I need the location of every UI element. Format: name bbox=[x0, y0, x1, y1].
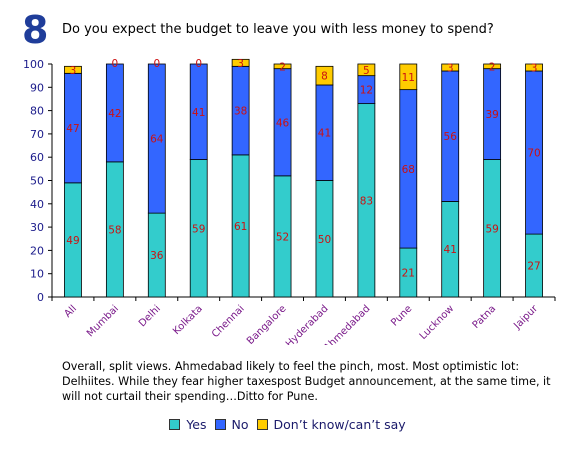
bar-segment-don-t-know-can-t-say bbox=[525, 63, 543, 72]
data-label: 42 bbox=[108, 108, 121, 120]
data-label: 0 bbox=[153, 58, 160, 70]
y-tick-label: 50 bbox=[30, 175, 44, 188]
data-label: 47 bbox=[66, 123, 79, 135]
x-tick-label: Pune bbox=[389, 303, 414, 328]
bar-segment-don-t-know-can-t-say bbox=[441, 63, 460, 72]
bar-segment-no bbox=[147, 63, 166, 214]
x-tick-label: Delhi bbox=[137, 303, 163, 329]
bar-segment-no bbox=[189, 63, 208, 160]
x-tick-label: Chennai bbox=[210, 303, 247, 340]
x-tick-label: Jaipur bbox=[511, 303, 540, 332]
x-tick-label: Kolkata bbox=[171, 303, 205, 337]
x-tick-label: Hyderabad bbox=[284, 303, 331, 345]
y-tick-label: 70 bbox=[30, 128, 44, 141]
data-label: 11 bbox=[402, 72, 415, 84]
data-label: 21 bbox=[402, 268, 415, 280]
x-tick-label: Bangalore bbox=[245, 303, 289, 345]
data-label: 5 bbox=[363, 65, 370, 77]
data-label: 3 bbox=[237, 58, 244, 70]
chart-title: Do you expect the budget to leave you wi… bbox=[62, 22, 494, 37]
data-label: 59 bbox=[192, 223, 205, 235]
bar-segment-don-t-know-can-t-say bbox=[273, 63, 292, 70]
bar-segment-don-t-know-can-t-say bbox=[483, 63, 502, 70]
y-tick-label: 0 bbox=[37, 291, 44, 304]
data-label: 58 bbox=[108, 224, 121, 236]
data-label: 27 bbox=[527, 261, 540, 273]
x-tick-label: Patna bbox=[471, 303, 499, 331]
bar-segment-don-t-know-can-t-say bbox=[231, 58, 250, 67]
stacked-bar-chart: 010203040506070809010049473All58420Mumba… bbox=[23, 58, 556, 345]
y-tick-label: 10 bbox=[30, 268, 44, 281]
x-tick-label: All bbox=[63, 303, 80, 320]
data-label: 52 bbox=[276, 231, 289, 243]
x-tick-label: Ahmedabad bbox=[322, 303, 372, 345]
data-label: 61 bbox=[234, 221, 247, 233]
data-label: 68 bbox=[402, 164, 415, 176]
legend-label: Don’t know/can’t say bbox=[273, 417, 406, 432]
data-label: 41 bbox=[444, 244, 457, 256]
data-label: 38 bbox=[234, 106, 247, 118]
bar-segment-don-t-know-can-t-say bbox=[357, 63, 376, 77]
legend-label: Yes bbox=[186, 417, 207, 432]
data-label: 8 bbox=[321, 71, 328, 83]
data-label: 2 bbox=[279, 61, 286, 73]
bar-segment-don-t-know-can-t-say bbox=[315, 65, 334, 86]
bar-segment-no bbox=[105, 63, 124, 163]
data-label: 83 bbox=[360, 195, 373, 207]
data-label: 59 bbox=[485, 223, 498, 235]
data-label: 0 bbox=[195, 58, 202, 70]
y-tick-label: 40 bbox=[30, 198, 44, 211]
chart-caption: Overall, split views. Ahmedabad likely t… bbox=[62, 360, 551, 403]
legend-item: Yes bbox=[169, 417, 207, 432]
data-label: 41 bbox=[192, 107, 205, 119]
chart-number: 8 bbox=[22, 8, 49, 52]
x-tick-label: Lucknow bbox=[418, 303, 457, 342]
bar-segment-don-t-know-can-t-say bbox=[399, 63, 418, 91]
legend-item: Don’t know/can’t say bbox=[256, 417, 406, 432]
data-label: 49 bbox=[66, 235, 79, 247]
y-tick-label: 20 bbox=[30, 244, 44, 257]
legend-label: No bbox=[231, 417, 249, 432]
data-label: 3 bbox=[531, 62, 538, 74]
data-label: 41 bbox=[318, 128, 331, 140]
data-label: 3 bbox=[70, 65, 77, 77]
legend-swatch bbox=[256, 419, 268, 430]
data-label: 70 bbox=[527, 148, 540, 160]
data-label: 0 bbox=[112, 58, 119, 70]
chart-legend: Yes No Don’t know/can’t say bbox=[0, 417, 575, 433]
data-label: 39 bbox=[485, 109, 498, 121]
data-label: 46 bbox=[276, 117, 290, 129]
data-label: 3 bbox=[447, 62, 454, 74]
data-label: 50 bbox=[318, 234, 331, 246]
y-tick-label: 30 bbox=[30, 221, 44, 234]
data-label: 2 bbox=[489, 61, 496, 73]
y-tick-label: 90 bbox=[30, 81, 44, 94]
data-label: 56 bbox=[444, 131, 458, 143]
legend-swatch bbox=[169, 419, 181, 430]
bar-segment-don-t-know-can-t-say bbox=[64, 65, 82, 74]
x-tick-label: Mumbai bbox=[85, 303, 121, 339]
y-tick-label: 60 bbox=[30, 151, 44, 164]
legend-swatch bbox=[214, 419, 226, 430]
data-label: 64 bbox=[150, 134, 164, 146]
legend-item: No bbox=[214, 417, 249, 432]
y-tick-label: 100 bbox=[23, 58, 44, 71]
y-tick-label: 80 bbox=[30, 105, 44, 118]
data-label: 12 bbox=[360, 85, 373, 97]
data-label: 36 bbox=[150, 250, 164, 262]
